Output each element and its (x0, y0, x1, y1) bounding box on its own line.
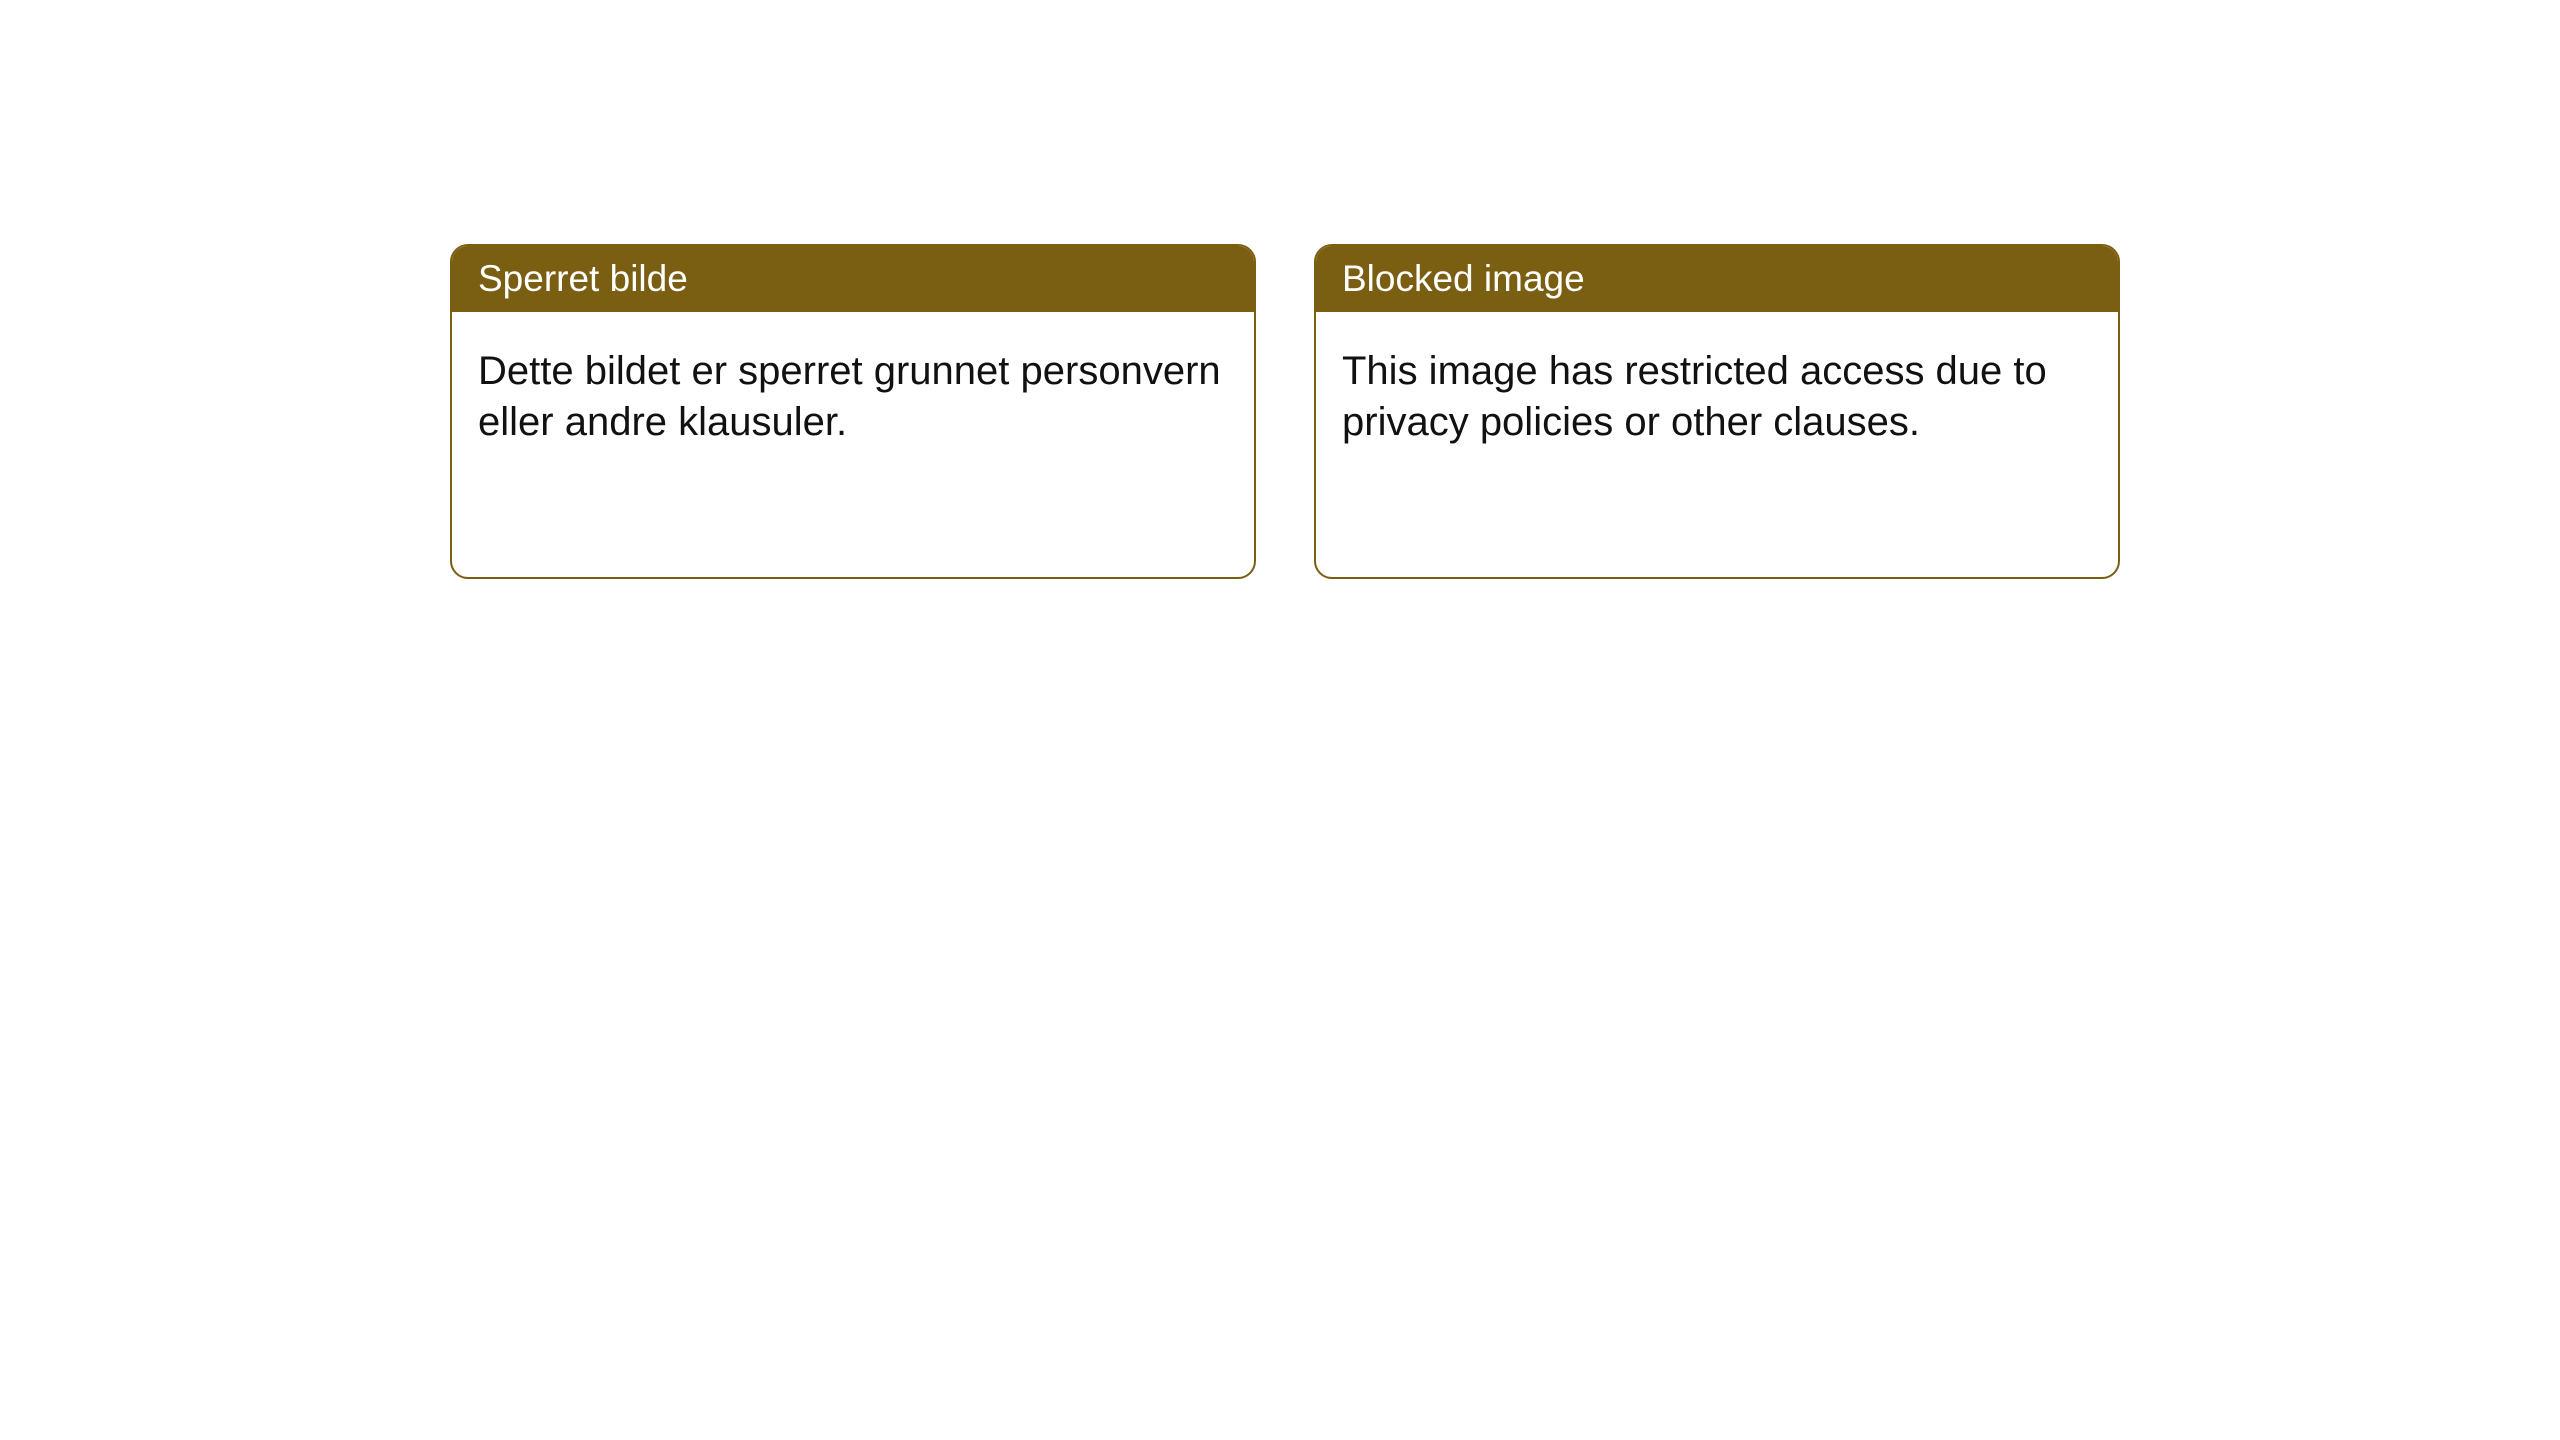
notice-card-body: Dette bildet er sperret grunnet personve… (452, 312, 1254, 482)
notice-card-header: Blocked image (1316, 246, 2118, 312)
notice-card-english: Blocked image This image has restricted … (1314, 244, 2120, 579)
notice-card-body: This image has restricted access due to … (1316, 312, 2118, 482)
notice-container: Sperret bilde Dette bildet er sperret gr… (0, 0, 2560, 579)
notice-card-header: Sperret bilde (452, 246, 1254, 312)
notice-card-norwegian: Sperret bilde Dette bildet er sperret gr… (450, 244, 1256, 579)
